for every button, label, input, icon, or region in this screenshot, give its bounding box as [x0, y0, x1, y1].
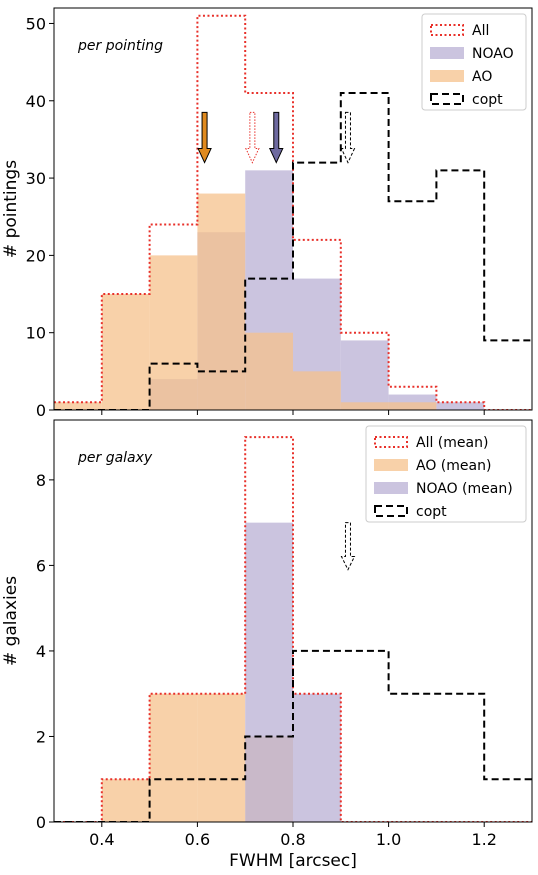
y-tick-label: 8: [36, 471, 46, 490]
legend-swatch: [374, 436, 408, 448]
bar: [101, 294, 150, 410]
series-ao: [54, 193, 437, 410]
bar: [436, 402, 485, 410]
legend-swatch: [374, 482, 408, 494]
step-line-copt: [54, 92, 532, 410]
bar: [340, 340, 389, 410]
mean-arrow-copt: [340, 522, 356, 571]
mean-arrow-ao: [197, 111, 212, 164]
x-tick-label: 0.8: [280, 830, 305, 849]
mean-arrow-all: [245, 111, 260, 164]
y-axis-label: # pointings: [1, 160, 21, 258]
y-tick-label: 10: [26, 324, 46, 343]
panel-per-pointing: 0 10 20 30 40 50 per pointing # pointings All…: [1, 7, 533, 420]
legend-swatch: [430, 47, 464, 59]
step-line-copt: [54, 649, 532, 822]
series-noao-mean-: [245, 522, 341, 822]
y-tick-label: 40: [26, 92, 46, 111]
y-tick-label: 6: [36, 556, 46, 575]
bar: [197, 693, 246, 822]
bar: [388, 402, 437, 410]
y-axis-label: # galaxies: [1, 576, 21, 666]
mean-arrow-copt: [340, 111, 356, 164]
y-tick-label: 0: [36, 401, 46, 420]
y-tick-label: 50: [26, 14, 46, 33]
legend-label: All (mean): [416, 435, 488, 451]
legend-label: NOAO (mean): [416, 481, 513, 497]
bar: [149, 255, 198, 410]
bar: [54, 402, 102, 410]
bar: [197, 193, 246, 410]
y-tick-label: 30: [26, 169, 46, 188]
y-tick-label: 2: [36, 727, 46, 746]
legend: All NOAO AO copt: [421, 13, 527, 111]
legend-label: AO: [472, 69, 492, 85]
bar: [101, 779, 150, 822]
bar: [245, 332, 293, 410]
x-axis-label: FWHM [arcsec]: [229, 851, 357, 871]
legend-label: AO (mean): [416, 458, 491, 474]
legend-swatch: [430, 70, 464, 82]
bar: [245, 522, 293, 822]
bar: [340, 402, 389, 410]
legend-label: All: [472, 23, 489, 39]
legend-swatch: [374, 459, 408, 471]
x-tick-label: 0.6: [185, 830, 210, 849]
legend: All (mean) AO (mean) NOAO (mean) copt: [365, 425, 527, 523]
panel-annotation: per pointing: [77, 38, 163, 54]
legend-label: NOAO: [472, 46, 514, 62]
legend-label: copt: [416, 504, 447, 520]
y-tick-label: 20: [26, 246, 46, 265]
step-line-all-mean-: [54, 436, 532, 822]
mean-arrow-noao: [268, 111, 284, 164]
x-tick-label: 1.0: [376, 830, 401, 849]
x-tick-label: 1.2: [471, 830, 496, 849]
x-tick-label: 0.4: [89, 830, 114, 849]
bar: [149, 693, 198, 822]
legend-label: copt: [472, 92, 503, 108]
y-tick-label: 4: [36, 642, 46, 661]
panel-annotation: per galaxy: [77, 450, 153, 466]
step-line-all: [54, 14, 532, 410]
panel-per-galaxy: 0 2 4 6 8 0.4 0.6 0.8 1.0 1.2 per galaxy # galax…: [1, 419, 533, 871]
legend-swatch: [430, 93, 464, 105]
legend-swatch: [430, 24, 464, 36]
bar: [293, 371, 341, 410]
y-tick-label: 0: [36, 813, 46, 832]
bar: [293, 693, 341, 822]
legend-swatch: [374, 505, 408, 517]
